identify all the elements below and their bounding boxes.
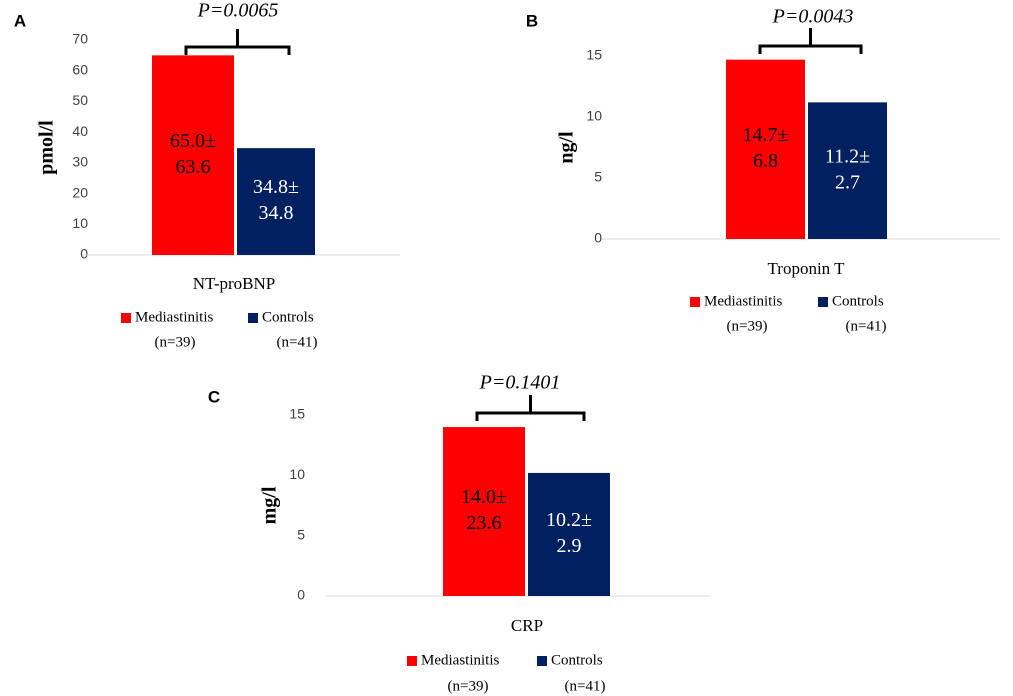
y-tick-label: 5 [297, 526, 305, 542]
bar-controls [237, 148, 315, 255]
legend-swatch-mediastinitis [121, 313, 131, 323]
data-label-controls: 2.9 [557, 535, 582, 557]
panel-letter: B [526, 11, 538, 30]
bar-mediastinitis [152, 55, 234, 255]
y-tick-label: 30 [72, 154, 88, 170]
data-label-mediastinitis: 14.0± [461, 486, 507, 508]
legend-n-controls: (n=41) [846, 318, 887, 334]
y-tick-label: 70 [72, 31, 88, 47]
significance-bracket [184, 29, 291, 55]
data-label-controls: 34.8± [253, 176, 299, 198]
data-label-mediastinitis: 14.7± [743, 124, 789, 146]
bar-mediastinitis [726, 59, 805, 239]
legend-label-controls: Controls [262, 309, 314, 325]
chart-panel-c: C 0 5 10 15 mg/l 14.0± 23.6 10.2± 2.9 CRP P=0.1401 M… [208, 372, 710, 694]
legend-swatch-controls [537, 656, 547, 666]
legend-swatch-controls [818, 297, 828, 307]
y-tick-label: 10 [586, 108, 602, 124]
y-tick-label: 5 [594, 169, 602, 185]
y-axis-label: mg/l [259, 486, 281, 524]
legend-label-controls: Controls [551, 652, 603, 668]
legend-n-mediastinitis: (n=39) [727, 318, 768, 334]
y-tick-label: 0 [297, 587, 305, 603]
significance-bracket [758, 28, 863, 54]
y-axis-label: pmol/l [36, 120, 58, 175]
panel-letter: A [14, 11, 26, 30]
legend-n-controls: (n=41) [277, 334, 318, 350]
chart-panel-b: B 0 5 10 15 ng/l 14.7± 6.8 11.2± 2.7 Troponin T P=0… [526, 6, 1000, 334]
y-tick-label: 50 [72, 92, 88, 108]
y-tick-label: 15 [586, 47, 602, 63]
y-tick-label: 60 [72, 61, 88, 77]
data-label-mediastinitis: 23.6 [467, 512, 502, 534]
p-value-label: P=0.1401 [479, 372, 561, 394]
data-label-mediastinitis: 65.0± [170, 130, 216, 152]
legend-label-mediastinitis: Mediastinitis [421, 652, 499, 668]
chart-panel-a: A 0 10 20 30 40 50 60 70 pmol/l 65.0± 63.6 34.8± 34.8… [14, 0, 400, 350]
y-tick-label: 0 [594, 230, 602, 246]
bar-controls [528, 472, 610, 596]
y-tick-label: 40 [72, 123, 88, 139]
legend-n-mediastinitis: (n=39) [448, 678, 489, 694]
y-tick-label: 10 [289, 466, 305, 482]
y-tick-label: 0 [80, 246, 88, 262]
panel-letter: C [208, 387, 220, 406]
data-label-mediastinitis: 63.6 [176, 156, 211, 178]
data-label-mediastinitis: 6.8 [753, 150, 778, 172]
data-label-controls: 34.8 [259, 202, 294, 224]
x-category-label: NT-proBNP [193, 274, 276, 293]
y-axis-label: ng/l [556, 131, 578, 164]
bar-mediastinitis [443, 427, 525, 596]
legend-label-controls: Controls [832, 293, 884, 309]
data-label-controls: 2.7 [835, 171, 860, 193]
bar-controls [808, 102, 887, 239]
legend-swatch-controls [248, 313, 258, 323]
legend-label-mediastinitis: Mediastinitis [135, 309, 213, 325]
x-category-label: Troponin T [768, 259, 846, 278]
legend-swatch-mediastinitis [690, 297, 700, 307]
data-label-controls: 10.2± [546, 509, 592, 531]
p-value-label: P=0.0065 [197, 0, 279, 22]
legend-n-mediastinitis: (n=39) [155, 334, 196, 350]
y-tick-label: 15 [289, 406, 305, 422]
p-value-label: P=0.0043 [772, 6, 854, 28]
data-label-controls: 11.2± [825, 145, 870, 167]
legend-n-controls: (n=41) [565, 678, 606, 694]
x-category-label: CRP [511, 616, 543, 635]
y-tick-label: 20 [72, 184, 88, 200]
legend-label-mediastinitis: Mediastinitis [704, 293, 782, 309]
significance-bracket [475, 395, 586, 421]
y-tick-label: 10 [72, 215, 88, 231]
legend-swatch-mediastinitis [407, 656, 417, 666]
